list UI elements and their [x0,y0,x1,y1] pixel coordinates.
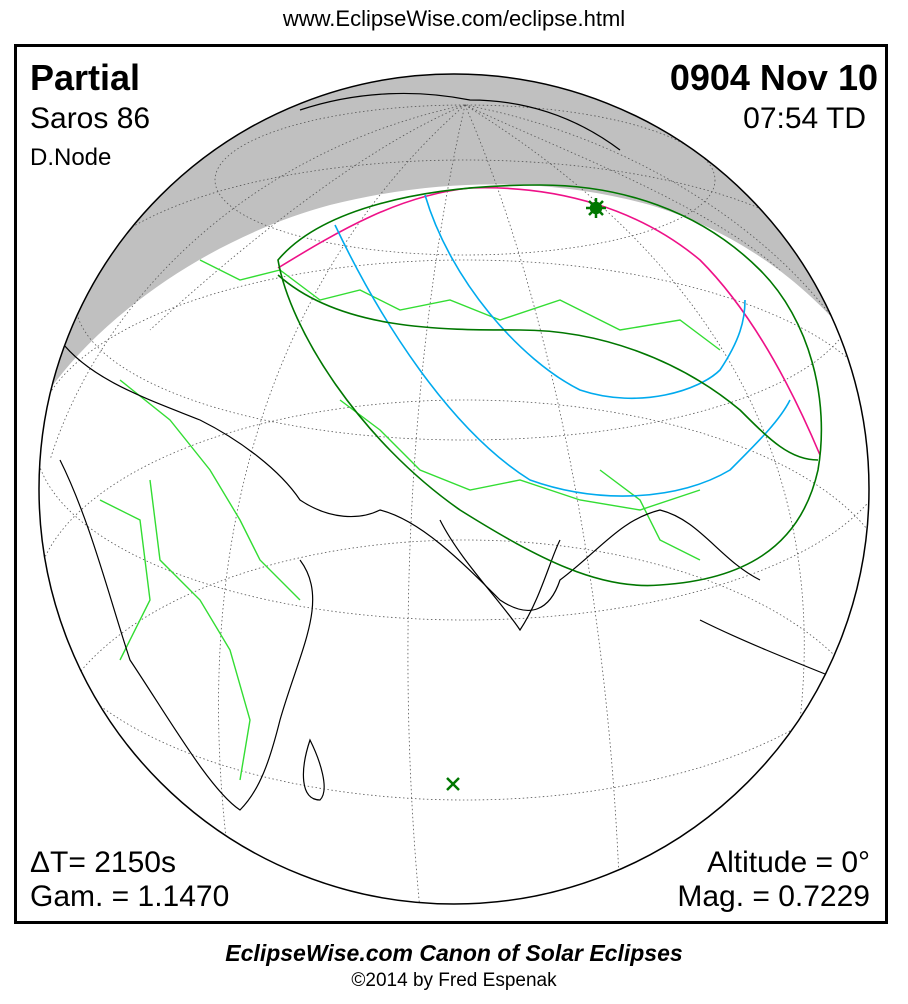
eclipse-time: 07:54 TD [743,102,866,135]
footer-title: EclipseWise.com Canon of Solar Eclipses [225,940,683,966]
map-frame [14,44,888,924]
subsolar-point-x-icon [446,777,460,791]
night-region [39,74,869,420]
gamma: Gam. = 1.1470 [30,880,230,913]
magnitude-curves [334,194,791,497]
footer-copyright: ©2014 by Fred Espenak [351,970,557,991]
source-url: www.EclipseWise.com/eclipse.html [282,6,626,31]
node-label: D.Node [30,144,112,171]
country-borders [99,259,721,781]
greatest-eclipse-star-icon [586,198,606,218]
rise-set-curve [277,186,821,456]
eclipse-type: Partial [30,57,141,98]
delta-t: ΔT= 2150s [30,846,176,879]
globe-disc [39,74,869,904]
magnitude: Mag. = 0.7229 [677,880,870,913]
globe-outline [38,73,870,905]
eclipse-date: 0904 Nov 10 [669,57,878,98]
coastlines [59,92,841,811]
saros-number: Saros 86 [30,102,151,135]
penumbral-limits [277,184,823,587]
altitude: Altitude = 0° [707,846,870,879]
